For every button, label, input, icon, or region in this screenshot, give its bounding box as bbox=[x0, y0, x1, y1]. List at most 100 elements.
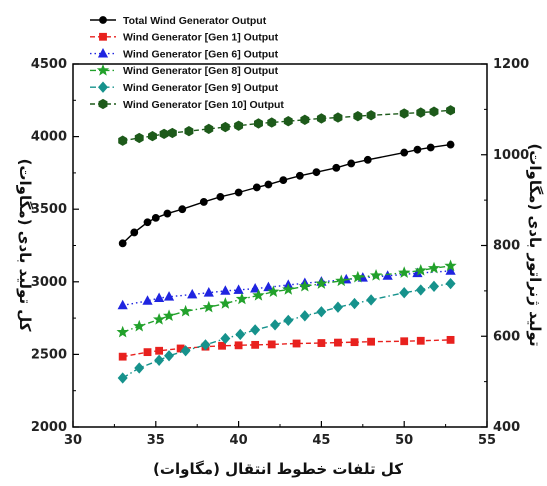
data-point bbox=[220, 121, 230, 133]
data-point bbox=[179, 304, 192, 317]
data-point bbox=[298, 279, 311, 292]
data-point bbox=[427, 261, 441, 274]
data-point bbox=[270, 319, 281, 331]
data-point bbox=[143, 348, 152, 357]
data-point bbox=[143, 218, 152, 227]
data-point bbox=[254, 118, 263, 129]
legend-marker bbox=[99, 16, 107, 24]
data-point bbox=[152, 313, 166, 325]
data-point bbox=[299, 310, 310, 322]
data-point bbox=[315, 277, 328, 289]
data-point bbox=[117, 372, 128, 384]
data-point bbox=[180, 345, 191, 357]
data-point bbox=[184, 126, 194, 137]
data-point bbox=[446, 105, 456, 116]
data-point bbox=[250, 282, 261, 293]
y-left-tick-label: 3500 bbox=[31, 202, 67, 217]
data-point bbox=[130, 228, 139, 237]
series-5 bbox=[118, 105, 456, 146]
legend-label: Wind Generator [Gen 8] Output bbox=[123, 65, 279, 77]
series-line bbox=[122, 143, 451, 244]
data-point bbox=[399, 287, 410, 299]
data-point bbox=[445, 277, 456, 290]
data-point bbox=[267, 285, 280, 297]
data-point bbox=[118, 135, 128, 146]
y-axis-left-title: کل تولید بادی (مگاوات) bbox=[16, 159, 34, 332]
series-line bbox=[122, 265, 451, 333]
data-point bbox=[316, 306, 327, 318]
data-point bbox=[203, 287, 214, 297]
data-point bbox=[251, 340, 260, 349]
y-right-tick-label: 800 bbox=[493, 239, 520, 254]
series-layer bbox=[116, 105, 457, 384]
data-point bbox=[292, 339, 301, 348]
data-point bbox=[350, 338, 359, 347]
data-point bbox=[155, 346, 164, 355]
legend-item: Wind Generator [Gen 9] Output bbox=[90, 81, 279, 94]
data-point bbox=[204, 123, 214, 135]
data-point bbox=[416, 336, 425, 345]
series-3 bbox=[116, 259, 457, 338]
data-point bbox=[151, 214, 160, 222]
data-point bbox=[118, 352, 127, 361]
data-point bbox=[295, 171, 304, 180]
series-4 bbox=[117, 277, 456, 384]
data-point bbox=[187, 288, 198, 299]
data-point bbox=[332, 163, 341, 172]
y-left-tick-label: 4500 bbox=[31, 57, 67, 72]
x-axis-title: کل تلفات خطوط انتقال (مگاوات) bbox=[153, 460, 403, 478]
data-point bbox=[219, 297, 232, 309]
data-point bbox=[282, 283, 295, 295]
plot-frame bbox=[72, 63, 488, 428]
data-point bbox=[413, 145, 422, 154]
data-point bbox=[415, 284, 426, 296]
data-point bbox=[234, 120, 244, 131]
x-tick-label: 35 bbox=[147, 433, 165, 448]
data-point bbox=[159, 128, 169, 140]
data-point bbox=[446, 335, 455, 344]
data-point bbox=[154, 354, 165, 366]
x-tick-label: 55 bbox=[478, 433, 496, 448]
legend-label: Wind Generator [Gen 6] Output bbox=[123, 48, 279, 60]
data-point bbox=[400, 148, 409, 157]
legend-label: Wind Generator [Gen 9] Output bbox=[123, 82, 279, 94]
data-point bbox=[446, 140, 455, 149]
legend-marker bbox=[99, 32, 107, 41]
data-point bbox=[264, 180, 273, 189]
data-point bbox=[133, 319, 146, 332]
data-point bbox=[366, 110, 376, 121]
legend-label: Total Wind Generator Output bbox=[123, 15, 267, 27]
data-point bbox=[252, 183, 261, 192]
data-point bbox=[216, 192, 225, 201]
data-point bbox=[426, 143, 435, 152]
data-point bbox=[283, 314, 294, 327]
data-point bbox=[317, 339, 326, 347]
data-point bbox=[429, 280, 440, 292]
data-point bbox=[263, 281, 274, 292]
data-point bbox=[300, 114, 310, 125]
y-axis-right-title: تولید ژنراتور بادی (مگاوات) bbox=[526, 143, 544, 346]
data-point bbox=[235, 292, 249, 305]
data-point bbox=[367, 337, 375, 346]
data-point bbox=[163, 209, 172, 218]
series-1 bbox=[118, 335, 455, 361]
data-point bbox=[267, 117, 277, 128]
data-point bbox=[163, 291, 175, 301]
legend-marker bbox=[97, 81, 109, 93]
x-tick-label: 40 bbox=[230, 433, 248, 448]
y-right-tick-label: 400 bbox=[493, 420, 520, 435]
y-left-tick-label: 3000 bbox=[31, 275, 67, 290]
data-point bbox=[429, 106, 439, 117]
x-tick-label: 50 bbox=[395, 433, 413, 448]
data-point bbox=[369, 269, 383, 281]
legend-marker bbox=[97, 47, 109, 58]
data-point bbox=[333, 112, 343, 123]
data-point bbox=[399, 108, 409, 119]
data-point bbox=[117, 299, 128, 310]
legend-item: Wind Generator [Gen 6] Output bbox=[90, 47, 279, 60]
data-point bbox=[267, 340, 276, 349]
series-line bbox=[122, 339, 451, 358]
x-tick-label: 45 bbox=[312, 433, 330, 448]
data-point bbox=[398, 266, 411, 278]
chart-legend: Total Wind Generator Output Wind Generato… bbox=[90, 15, 284, 111]
